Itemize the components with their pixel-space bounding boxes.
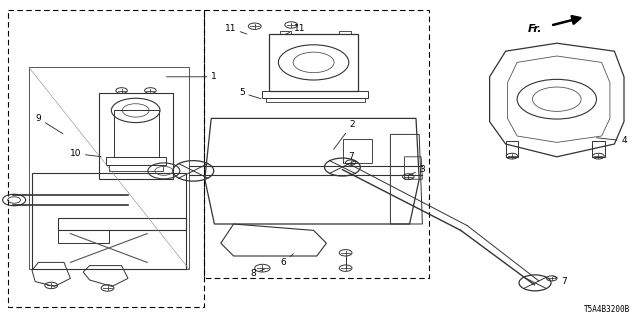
Text: 2: 2 bbox=[333, 120, 355, 149]
Text: 11: 11 bbox=[286, 24, 305, 34]
Bar bbox=[8, 10, 204, 307]
Text: 6: 6 bbox=[281, 254, 293, 267]
Text: T5A4B3200B: T5A4B3200B bbox=[584, 305, 630, 314]
Text: Fr.: Fr. bbox=[528, 24, 543, 34]
Text: 11: 11 bbox=[225, 24, 247, 34]
Text: 1: 1 bbox=[166, 72, 216, 81]
Text: 5: 5 bbox=[239, 88, 261, 99]
Bar bbox=[204, 10, 429, 278]
Text: 8: 8 bbox=[250, 269, 264, 278]
Text: 7: 7 bbox=[344, 152, 353, 162]
Text: 9: 9 bbox=[36, 114, 63, 134]
Text: 3: 3 bbox=[408, 165, 425, 175]
Text: 7: 7 bbox=[553, 276, 567, 286]
Text: 4: 4 bbox=[596, 136, 627, 145]
Text: 10: 10 bbox=[70, 149, 101, 158]
